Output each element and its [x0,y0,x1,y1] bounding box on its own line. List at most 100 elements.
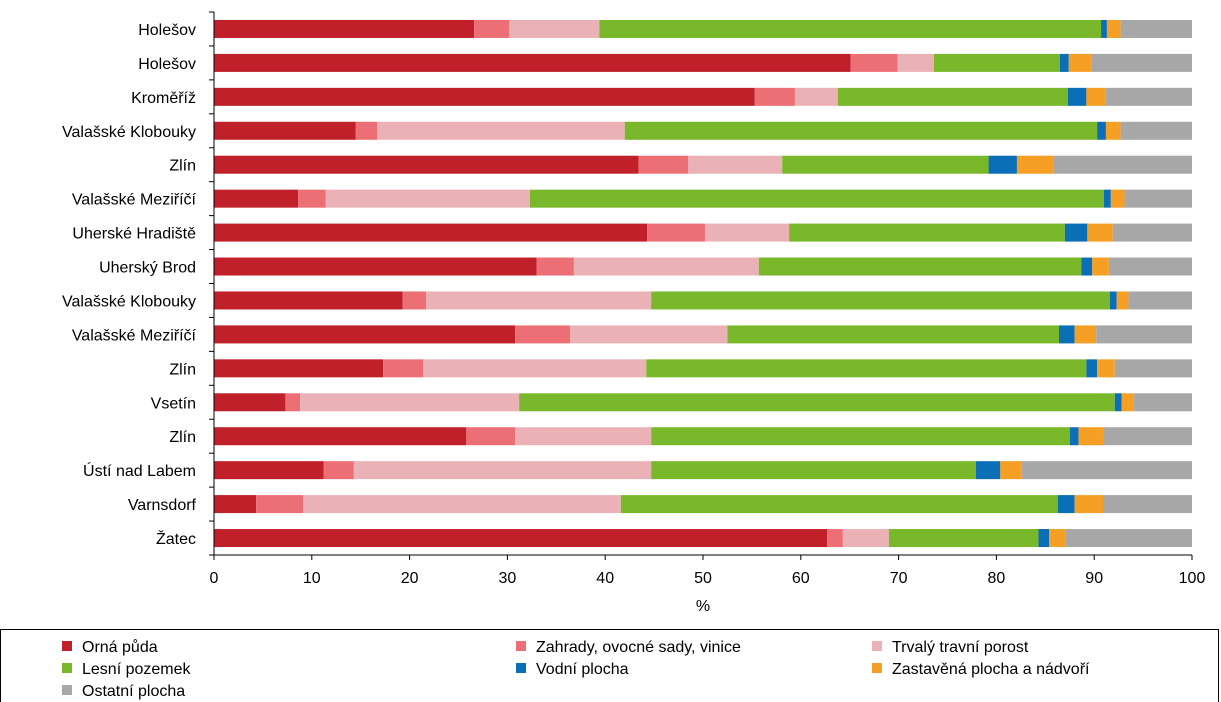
bar-segment [1021,461,1192,480]
legend-label: Orná půda [82,638,158,656]
x-tick-label: 40 [596,570,614,587]
bar-segment [1092,257,1109,276]
category-label: Zlín [169,158,196,175]
bar-segment [1121,393,1134,412]
legend-swatch [62,663,72,673]
bar-segment [842,529,889,548]
bar-segment [1086,359,1098,378]
bar-segment [515,325,570,344]
bar-segment [1069,427,1079,446]
bar-segment [1101,19,1107,38]
bar-segment [1038,529,1050,548]
bar-segment [1067,87,1087,106]
x-tick-label: 30 [499,570,517,587]
x-tick-label: 90 [1085,570,1103,587]
category-label: Vsetín [151,395,196,412]
bar-segment [1074,495,1104,514]
bar-segment [888,529,1039,548]
bar-segment [1016,155,1054,174]
category-label: Valašské Klobouky [62,124,196,141]
legend-swatch [872,641,882,651]
bar-segment [1114,393,1122,412]
bar-segment [850,53,898,72]
legend-swatch [516,641,526,651]
bar-segment [1064,223,1088,242]
bar-segment [727,325,1059,344]
legend-label: Trvalý travní porost [892,639,1029,656]
x-tick-label: 100 [1179,570,1206,587]
legend-label: Ostatní plocha [82,683,185,700]
bar-segment [1110,189,1125,208]
bar-segment [214,461,324,480]
bar-segment [1124,189,1192,208]
bar-segment [1103,427,1192,446]
bar-segment [214,155,639,174]
legend-swatch [62,685,72,695]
category-label: Valašské Meziříčí [72,327,197,344]
legend-frame [0,629,1219,702]
bar-segment [1065,529,1192,548]
category-label: Zlín [169,361,196,378]
bar-segment [1133,393,1192,412]
bar-segment [1068,53,1092,72]
category-label: Ústí nad Labem [83,461,196,480]
category-label: Zlín [169,429,196,446]
bar-segment [620,495,1059,514]
bar-segment [651,427,1070,446]
bar-segment [1078,427,1104,446]
bar-segment [1097,121,1106,140]
bar-segment [474,19,510,38]
category-label: Holešov [138,56,196,73]
bar-segment [789,223,1065,242]
axes: 0 10 20 30 40 50 60 70 80 90 100 % [209,11,1206,615]
bar-segment [1058,325,1075,344]
x-tick-label: 60 [792,570,810,587]
legend: Orná půda Zahrady, ovocné sady, vinice Trv… [0,629,1219,702]
bar-segment [688,155,783,174]
bar-segment [1109,291,1117,310]
category-label: Valašské Meziříčí [72,192,197,209]
x-tick-label: 20 [401,570,419,587]
bar-segment [988,155,1017,174]
bar-segment [214,53,851,72]
bar-segment [573,257,759,276]
bar-segment [509,19,600,38]
bar-segment [214,291,403,310]
bar-segment [298,189,326,208]
bar-segment [214,529,828,548]
bar-segment [1116,291,1129,310]
legend-swatch [516,663,526,673]
x-axis-label: % [696,598,710,615]
bar-segment [933,53,1060,72]
bar-segment [1108,257,1192,276]
bar-segment [402,291,427,310]
bar-segment [383,359,424,378]
bar-segment [353,461,652,480]
legend-items: Orná půda Zahrady, ovocné sady, vinice Trv… [62,638,1090,700]
bar-segment [651,291,1110,310]
bar-segment [302,495,621,514]
bar-segment [1058,495,1075,514]
bar-segment [355,121,378,140]
bar-segment [377,121,625,140]
bar-segment [519,393,1115,412]
bar-segment [1081,257,1093,276]
legend-label: Zahrady, ovocné sady, vinice [536,639,741,656]
bar-segment [704,223,790,242]
bars [214,19,1192,548]
bar-segment [515,427,652,446]
bar-segment [638,155,689,174]
bar-segment [1091,53,1192,72]
legend-label: Vodní plocha [536,661,629,678]
bar-segment [1120,19,1192,38]
legend-swatch [872,663,882,673]
bar-segment [651,461,976,480]
bar-segment [754,87,795,106]
bar-segment [647,223,705,242]
bar-segment [599,19,1102,38]
category-label: Valašské Klobouky [62,293,196,310]
bar-segment [214,393,286,412]
bar-segment [1128,291,1192,310]
bar-segment [827,529,843,548]
bar-segment [214,257,537,276]
